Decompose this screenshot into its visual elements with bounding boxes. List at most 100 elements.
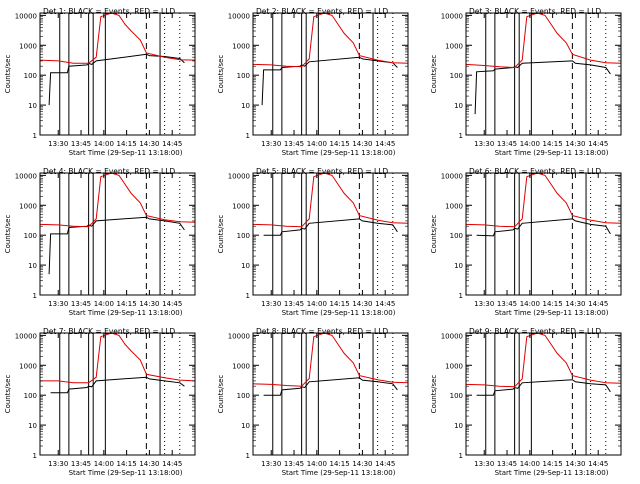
y-tick-label: 1000 <box>445 362 463 370</box>
y-tick-label: 10 <box>454 262 463 270</box>
x-tick-label: 14:15 <box>543 140 563 148</box>
detector-panel-7: 1 10 100 1000 10000 13:30 13:45 14:00 14:15 14:30… <box>4 327 196 477</box>
series-events-line <box>476 379 611 396</box>
x-tick-label: 14:00 <box>520 140 540 148</box>
x-axis-label: Start Time (29-Sep-11 13:18:00) <box>69 149 183 157</box>
y-axis-label: Counts/sec <box>4 215 12 254</box>
y-tick-label: 10000 <box>15 332 37 340</box>
x-tick-label: 13:30 <box>48 300 68 308</box>
x-axis-label: Start Time (29-Sep-11 13:18:00) <box>495 309 609 317</box>
y-axis-label: Counts/sec <box>217 375 225 414</box>
y-tick-label: 100 <box>450 72 463 80</box>
y-axis-label: Counts/sec <box>430 55 438 94</box>
x-tick-label: 14:30 <box>139 460 159 468</box>
series-lld-line <box>253 173 408 228</box>
x-tick-label: 14:00 <box>520 460 540 468</box>
plot-frame <box>39 332 196 456</box>
detector-panel-5: 1 10 100 1000 10000 13:30 13:45 14:00 14:15 14:30… <box>217 167 409 317</box>
series-lld-line <box>466 333 621 388</box>
x-tick-label: 13:30 <box>474 140 494 148</box>
series-events-line <box>48 216 185 275</box>
x-tick-label: 14:30 <box>139 300 159 308</box>
y-tick-label: 10000 <box>441 332 463 340</box>
plot-frame <box>465 12 622 136</box>
plot-frame <box>39 12 196 136</box>
y-tick-label: 10 <box>28 102 37 110</box>
x-tick-label: 13:30 <box>48 460 68 468</box>
y-tick-label: 10 <box>454 102 463 110</box>
y-tick-label: 10 <box>28 262 37 270</box>
series-lld-line <box>466 173 621 228</box>
panel-title: Det 5: BLACK = Events, RED = LLD <box>256 167 388 176</box>
y-tick-label: 10000 <box>228 12 250 20</box>
x-tick-label: 14:30 <box>565 300 585 308</box>
x-tick-label: 13:30 <box>48 140 68 148</box>
x-tick-label: 14:45 <box>162 300 182 308</box>
x-tick-label: 13:45 <box>497 300 517 308</box>
y-tick-label: 1 <box>246 292 250 300</box>
plot-frame <box>465 332 622 456</box>
y-tick-label: 100 <box>237 392 250 400</box>
plot-frame <box>252 12 409 136</box>
y-tick-label: 100 <box>24 392 37 400</box>
x-tick-label: 14:30 <box>565 460 585 468</box>
y-tick-label: 10 <box>241 102 250 110</box>
y-tick-label: 1000 <box>19 362 37 370</box>
plot-frame <box>252 332 409 456</box>
x-tick-label: 14:15 <box>117 300 137 308</box>
series-lld-line <box>40 333 195 384</box>
x-tick-label: 14:45 <box>375 140 395 148</box>
x-tick-label: 14:45 <box>588 460 608 468</box>
x-tick-label: 14:15 <box>117 460 137 468</box>
series-lld-line <box>40 173 195 228</box>
detector-panel-6: 1 10 100 1000 10000 13:30 13:45 14:00 14:15 14:30… <box>430 167 622 317</box>
y-tick-label: 10000 <box>228 172 250 180</box>
plot-frame <box>252 172 409 296</box>
panel-title: Det 6: BLACK = Events, RED = LLD <box>469 167 601 176</box>
panel-title: Det 3: BLACK = Events, RED = LLD <box>469 7 601 16</box>
detector-panel-9: 1 10 100 1000 10000 13:30 13:45 14:00 14:15 14:30… <box>430 327 622 477</box>
x-tick-label: 14:45 <box>162 460 182 468</box>
y-tick-label: 1 <box>246 452 250 460</box>
x-tick-label: 14:00 <box>307 300 327 308</box>
detector-panel-4: 1 10 100 1000 10000 13:30 13:45 14:00 14:15 14:30… <box>4 167 196 317</box>
x-axis-label: Start Time (29-Sep-11 13:18:00) <box>282 469 396 477</box>
y-tick-label: 1 <box>33 452 37 460</box>
y-tick-label: 10 <box>28 422 37 430</box>
y-tick-label: 1000 <box>232 202 250 210</box>
x-tick-label: 13:30 <box>261 300 281 308</box>
y-axis-label: Counts/sec <box>217 215 225 254</box>
plot-frame <box>465 172 622 296</box>
x-axis-label: Start Time (29-Sep-11 13:18:00) <box>282 309 396 317</box>
x-tick-label: 13:45 <box>497 460 517 468</box>
x-tick-label: 14:15 <box>330 300 350 308</box>
y-tick-label: 1000 <box>19 42 37 50</box>
x-tick-label: 14:30 <box>139 140 159 148</box>
detector-panel-3: 1 10 100 1000 10000 13:30 13:45 14:00 14:15 14:30… <box>430 7 622 157</box>
y-axis-label: Counts/sec <box>430 215 438 254</box>
x-axis-label: Start Time (29-Sep-11 13:18:00) <box>495 149 609 157</box>
series-events-line <box>474 60 611 115</box>
series-events-line <box>263 218 398 236</box>
y-tick-label: 10 <box>241 422 250 430</box>
x-tick-label: 14:15 <box>543 300 563 308</box>
y-tick-label: 1 <box>33 292 37 300</box>
x-tick-label: 13:30 <box>261 140 281 148</box>
plot-frame <box>39 172 196 296</box>
x-tick-label: 13:45 <box>284 140 304 148</box>
x-axis-label: Start Time (29-Sep-11 13:18:00) <box>495 469 609 477</box>
x-tick-label: 14:45 <box>375 300 395 308</box>
x-tick-label: 13:45 <box>71 300 91 308</box>
y-tick-label: 1000 <box>232 362 250 370</box>
x-tick-label: 14:15 <box>330 460 350 468</box>
y-axis-label: Counts/sec <box>430 375 438 414</box>
x-tick-label: 14:00 <box>94 140 114 148</box>
detector-panel-1: 1 10 100 1000 10000 13:30 13:45 14:00 14:15 14:30… <box>4 7 196 157</box>
x-tick-label: 14:45 <box>162 140 182 148</box>
y-tick-label: 10 <box>454 422 463 430</box>
x-tick-label: 14:15 <box>330 140 350 148</box>
y-tick-label: 100 <box>450 392 463 400</box>
series-events-line <box>263 377 398 396</box>
y-tick-label: 1 <box>33 132 37 140</box>
y-tick-label: 10000 <box>441 172 463 180</box>
